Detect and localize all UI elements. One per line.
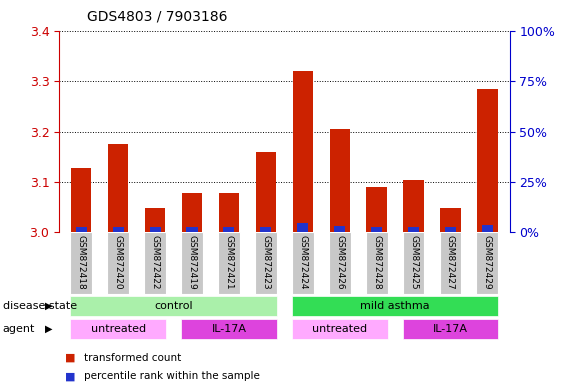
Text: ▶: ▶ [45,324,52,334]
Bar [144,232,166,294]
Bar [181,232,203,294]
Text: mild asthma: mild asthma [360,301,430,311]
Text: ▶: ▶ [45,301,52,311]
Bar [403,180,424,232]
Bar [440,208,461,232]
Bar [182,193,202,232]
Bar [292,296,498,316]
Bar [71,168,91,232]
Bar [150,227,160,232]
Bar [366,232,387,294]
Text: GSM872419: GSM872419 [187,235,196,290]
Bar [477,89,498,232]
Bar [329,232,351,294]
Bar [408,227,419,232]
Bar [260,227,271,232]
Text: GSM872420: GSM872420 [114,235,123,290]
Bar [403,232,425,294]
Text: GSM872423: GSM872423 [261,235,270,290]
Text: ■: ■ [65,353,75,363]
Bar [371,227,382,232]
Text: disease state: disease state [3,301,77,311]
Text: IL-17A: IL-17A [212,324,247,334]
Bar [181,319,277,339]
Bar [224,227,234,232]
Text: untreated: untreated [91,324,146,334]
Bar [218,232,240,294]
Text: transformed count: transformed count [84,353,182,363]
Text: control: control [154,301,193,311]
Bar [255,232,277,294]
Text: percentile rank within the sample: percentile rank within the sample [84,371,260,381]
Bar [440,232,461,294]
Text: GSM872425: GSM872425 [409,235,418,290]
Bar [367,187,387,232]
Text: GSM872427: GSM872427 [446,235,455,290]
Bar [70,296,277,316]
Bar [256,152,276,232]
Text: GSM872422: GSM872422 [150,235,159,289]
Text: GSM872426: GSM872426 [335,235,344,290]
Text: GSM872424: GSM872424 [298,235,307,289]
Text: agent: agent [3,324,35,334]
Bar [70,232,92,294]
Bar [334,226,345,232]
Bar [482,225,493,232]
Bar [108,144,128,232]
Text: GSM872429: GSM872429 [483,235,492,290]
Bar [292,319,387,339]
Bar [329,129,350,232]
Bar [108,232,129,294]
Text: ■: ■ [65,371,75,381]
Text: GSM872421: GSM872421 [225,235,234,290]
Bar [113,227,124,232]
Text: untreated: untreated [312,324,367,334]
Text: IL-17A: IL-17A [433,324,468,334]
Bar [293,71,313,232]
Bar [476,232,498,294]
Bar [445,227,456,232]
Bar [145,208,166,232]
Bar [219,193,239,232]
Text: GSM872418: GSM872418 [77,235,86,290]
Bar [292,232,314,294]
Bar [297,223,309,232]
Bar [186,227,198,232]
Bar [70,319,166,339]
Bar [76,227,87,232]
Bar [403,319,498,339]
Text: GSM872428: GSM872428 [372,235,381,290]
Text: GDS4803 / 7903186: GDS4803 / 7903186 [87,9,228,23]
